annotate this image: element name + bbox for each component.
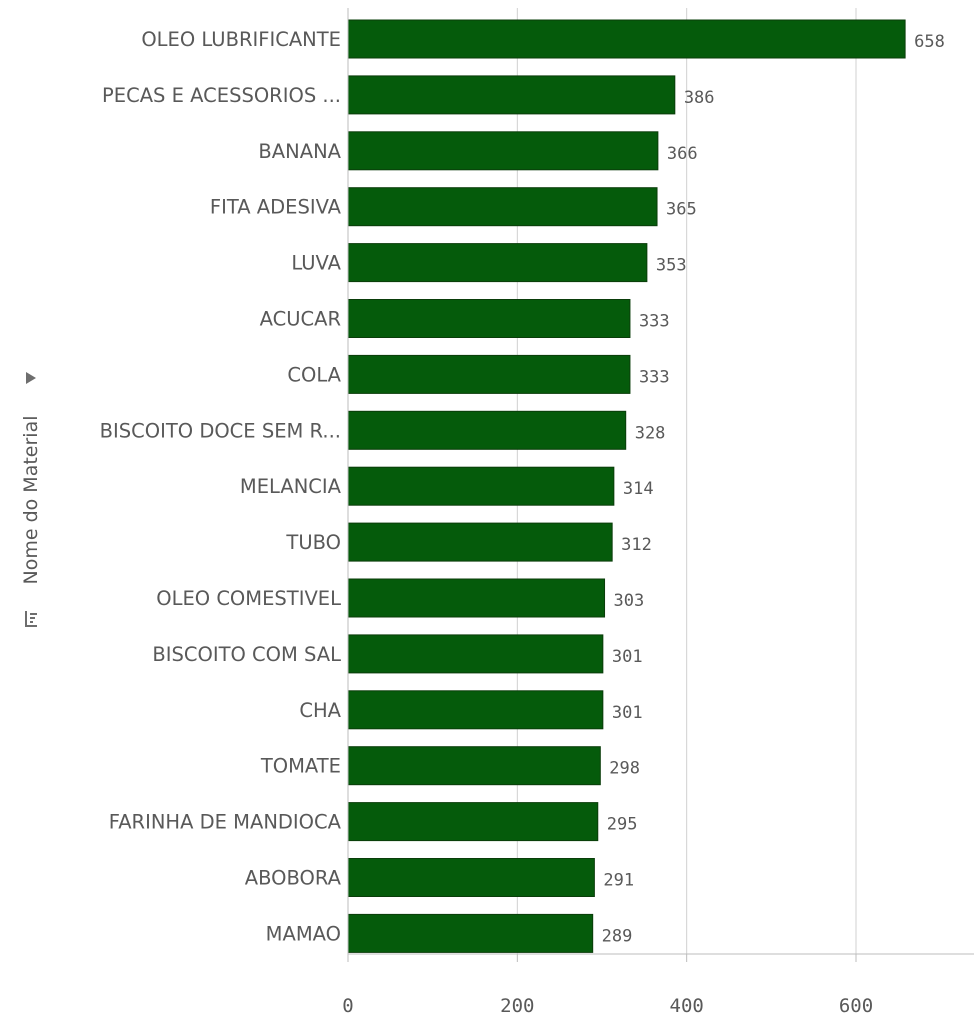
- triangle-right-icon[interactable]: [24, 370, 38, 384]
- category-label: OLEO LUBRIFICANTE: [141, 28, 341, 51]
- bar[interactable]: [347, 299, 631, 338]
- value-label: 295: [607, 815, 638, 835]
- x-tick-label: 0: [342, 995, 353, 1017]
- category-label: OLEO COMESTIVEL: [156, 587, 341, 610]
- bar[interactable]: [347, 131, 659, 171]
- x-tick-label: 600: [839, 995, 873, 1017]
- category-label: BISCOITO COM SAL: [152, 643, 341, 666]
- category-label: LUVA: [291, 252, 341, 275]
- category-label: BANANA: [258, 140, 341, 163]
- value-label: 314: [623, 479, 654, 499]
- value-label: 333: [639, 312, 670, 332]
- value-label: 303: [614, 591, 645, 611]
- bar[interactable]: [347, 243, 648, 283]
- value-label: 291: [603, 871, 634, 891]
- value-label: 301: [612, 703, 643, 723]
- category-label: TUBO: [285, 531, 341, 554]
- value-label: 328: [635, 423, 666, 443]
- category-label: ACUCAR: [260, 308, 341, 331]
- bar[interactable]: [347, 75, 676, 115]
- category-label: FARINHA DE MANDIOCA: [109, 811, 342, 834]
- category-label: MELANCIA: [240, 475, 342, 498]
- category-label: PECAS E ACESSORIOS ...: [102, 84, 341, 107]
- sort-icon[interactable]: [22, 608, 40, 632]
- value-label: 658: [914, 32, 945, 52]
- category-label: FITA ADESIVA: [210, 196, 342, 219]
- bar[interactable]: [347, 466, 615, 506]
- bar[interactable]: [347, 858, 595, 897]
- bar[interactable]: [347, 187, 658, 227]
- value-label: 333: [639, 367, 670, 387]
- category-label: TOMATE: [260, 755, 341, 778]
- bar[interactable]: [347, 913, 594, 953]
- y-axis-title[interactable]: Nome do Material: [20, 415, 42, 585]
- category-label: BISCOITO DOCE SEM R...: [100, 419, 341, 442]
- value-label: 353: [656, 256, 687, 276]
- category-label: ABOBORA: [245, 867, 342, 890]
- value-label: 312: [621, 535, 652, 555]
- value-label: 301: [612, 647, 643, 667]
- category-label: COLA: [287, 363, 341, 386]
- x-tick-label: 400: [670, 995, 704, 1017]
- bar[interactable]: [347, 354, 631, 394]
- bar[interactable]: [347, 690, 604, 730]
- value-label: 386: [684, 88, 715, 108]
- bar[interactable]: [347, 522, 613, 562]
- bar[interactable]: [347, 802, 599, 842]
- x-tick-label: 200: [500, 995, 534, 1017]
- value-label: 298: [609, 759, 640, 779]
- bar[interactable]: [347, 19, 906, 59]
- bar[interactable]: [347, 746, 601, 786]
- value-label: 289: [602, 926, 633, 946]
- bar[interactable]: [347, 578, 606, 618]
- category-label: MAMAO: [266, 922, 341, 945]
- value-label: 366: [667, 144, 698, 164]
- bar[interactable]: [347, 634, 604, 674]
- value-label: 365: [666, 200, 697, 220]
- category-label: CHA: [299, 699, 341, 722]
- bar[interactable]: [347, 410, 627, 450]
